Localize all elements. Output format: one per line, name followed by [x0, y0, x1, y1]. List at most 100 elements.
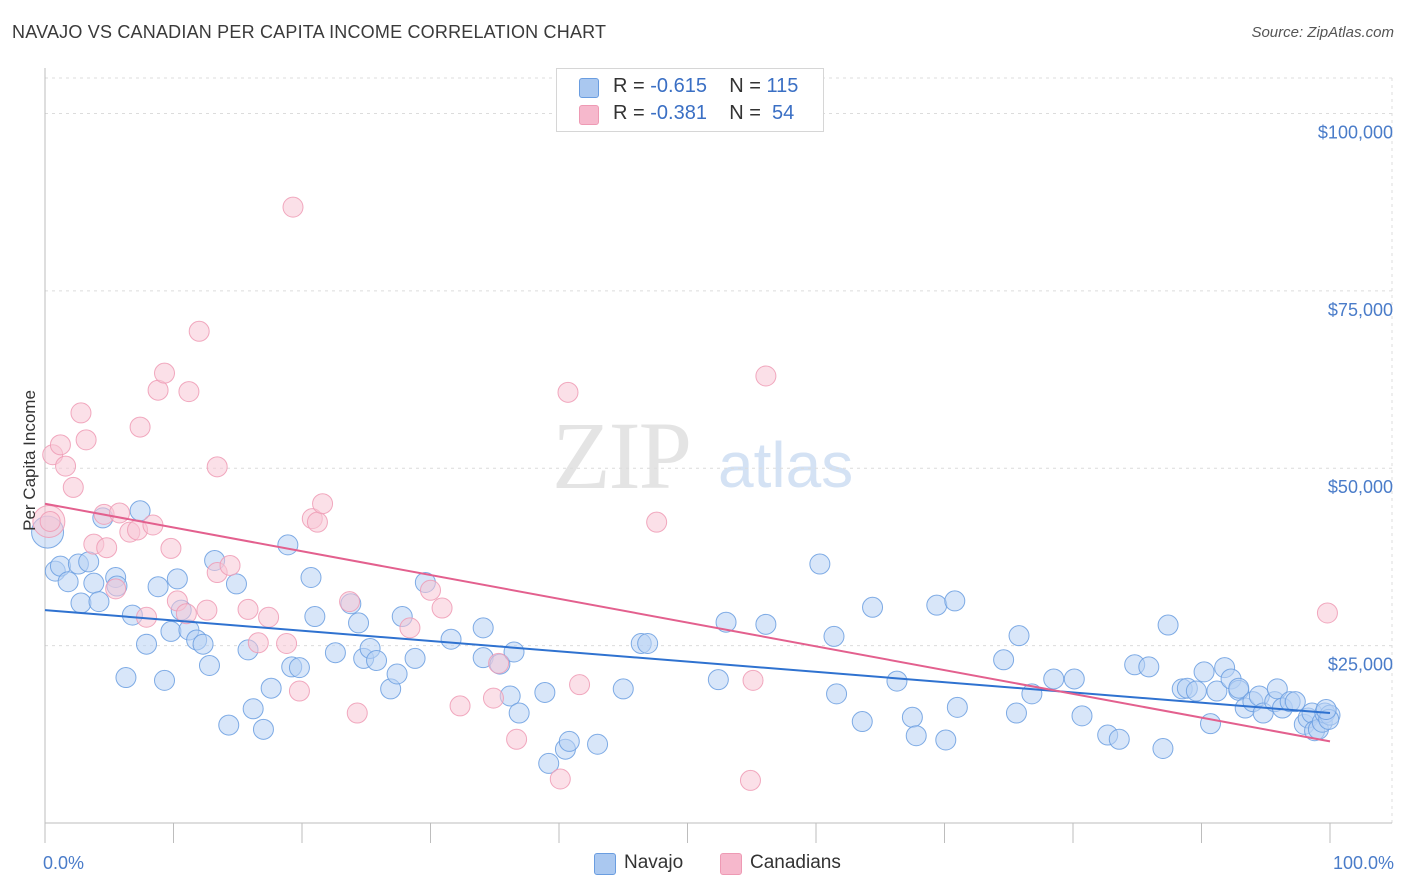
canadians-point — [399, 617, 421, 639]
canadians-point — [55, 455, 77, 477]
canadians-r-value: -0.381 — [650, 102, 707, 124]
navajo-point — [154, 669, 176, 691]
canadians-n-value: 54 — [772, 102, 795, 124]
navajo-point — [935, 729, 957, 751]
navajo-point — [252, 718, 274, 740]
navajo-point — [1315, 698, 1337, 720]
canadians-point — [549, 768, 571, 790]
navajo-point — [587, 733, 609, 755]
canadians-point — [49, 434, 71, 456]
canadians-trend-line — [44, 502, 1331, 743]
canadians-point — [569, 674, 591, 696]
canadians-n-label: N = — [729, 102, 767, 124]
navajo-point — [218, 714, 240, 736]
canadians-point — [488, 652, 510, 674]
navajo-point — [715, 611, 737, 633]
canadians-legend-swatch — [720, 853, 742, 875]
axes — [44, 68, 1392, 843]
canadians-point — [339, 591, 361, 613]
canadians-point — [175, 603, 197, 625]
navajo-point — [1185, 680, 1207, 702]
navajo-point — [198, 654, 220, 676]
navajo-point — [472, 617, 494, 639]
canadians-point — [557, 381, 579, 403]
canadians-point — [247, 632, 269, 654]
x-tick-label: 100.0% — [1333, 853, 1394, 873]
canadians-point — [742, 669, 764, 691]
canadians-point — [219, 554, 241, 576]
canadians-point — [178, 381, 200, 403]
y-tick-label: $75,000 — [1328, 300, 1393, 320]
canadians-point — [160, 537, 182, 559]
navajo-point — [1228, 677, 1250, 699]
navajo-point — [755, 613, 777, 635]
canadians-point — [237, 598, 259, 620]
navajo-point — [1108, 728, 1130, 750]
navajo-swatch — [579, 78, 599, 98]
canadians-point — [75, 429, 97, 451]
canadians-point — [739, 769, 761, 791]
navajo-point — [1063, 668, 1085, 690]
navajo-point — [1071, 705, 1093, 727]
navajo-r-label: R = — [613, 75, 651, 97]
navajo-point — [1005, 702, 1027, 724]
chart-title: NAVAJO VS CANADIAN PER CAPITA INCOME COR… — [12, 22, 607, 42]
navajo-point — [508, 702, 530, 724]
canadians-point — [196, 599, 218, 621]
canadians-point — [646, 511, 668, 533]
canadians-point — [449, 695, 471, 717]
navajo-point — [1284, 691, 1306, 713]
y-tick-label: $100,000 — [1318, 122, 1393, 142]
navajo-point — [1043, 668, 1065, 690]
navajo-point — [826, 683, 848, 705]
navajo-point — [946, 696, 968, 718]
navajo-point — [366, 650, 388, 672]
canadians-legend-label: Canadians — [750, 852, 841, 873]
navajo-point — [1266, 678, 1288, 700]
canadians-point — [96, 537, 118, 559]
navajo-n-value: 115 — [766, 75, 799, 97]
tick-labels: $100,000 $75,000 $50,000 $25,000 0.0% 100.0% — [43, 122, 1394, 873]
y-tick-label: $50,000 — [1328, 477, 1393, 497]
navajo-point — [225, 573, 247, 595]
canadians-point — [70, 402, 92, 424]
navajo-point — [1199, 713, 1221, 735]
navajo-point — [886, 670, 908, 692]
canadians-point — [154, 362, 176, 384]
navajo-point — [1138, 656, 1160, 678]
navajo-point — [192, 633, 214, 655]
series-legend: Navajo Canadians — [0, 851, 1406, 879]
canadians-point — [206, 456, 228, 478]
canadians-point — [282, 196, 304, 218]
navajo-point — [440, 628, 462, 650]
navajo-point — [386, 663, 408, 685]
source-label: Source: ZipAtlas.com — [1251, 24, 1394, 41]
trend-lines — [44, 502, 1331, 743]
navajo-point — [1193, 661, 1215, 683]
canadians-point — [276, 632, 298, 654]
navajo-point — [534, 681, 556, 703]
navajo-point — [324, 642, 346, 664]
navajo-point — [926, 594, 948, 616]
navajo-point — [348, 612, 370, 634]
navajo-point — [707, 669, 729, 691]
navajo-point — [78, 551, 100, 573]
navajo-n-label: N = — [729, 75, 767, 97]
canadians-point — [105, 578, 127, 600]
navajo-point — [166, 568, 188, 590]
navajo-point — [612, 678, 634, 700]
navajo-point — [115, 667, 137, 689]
navajo-point — [57, 571, 79, 593]
navajo-point — [136, 633, 158, 655]
navajo-point — [83, 572, 105, 594]
canadians-point — [109, 502, 131, 524]
navajo-point — [70, 592, 92, 614]
canadians-points — [32, 196, 1338, 791]
canadians-point — [346, 702, 368, 724]
navajo-points — [31, 500, 1341, 774]
y-axis-label: Per Capita Income — [20, 390, 39, 531]
navajo-point — [809, 553, 831, 575]
canadians-point — [482, 687, 504, 709]
y-tick-label: $25,000 — [1328, 655, 1393, 675]
